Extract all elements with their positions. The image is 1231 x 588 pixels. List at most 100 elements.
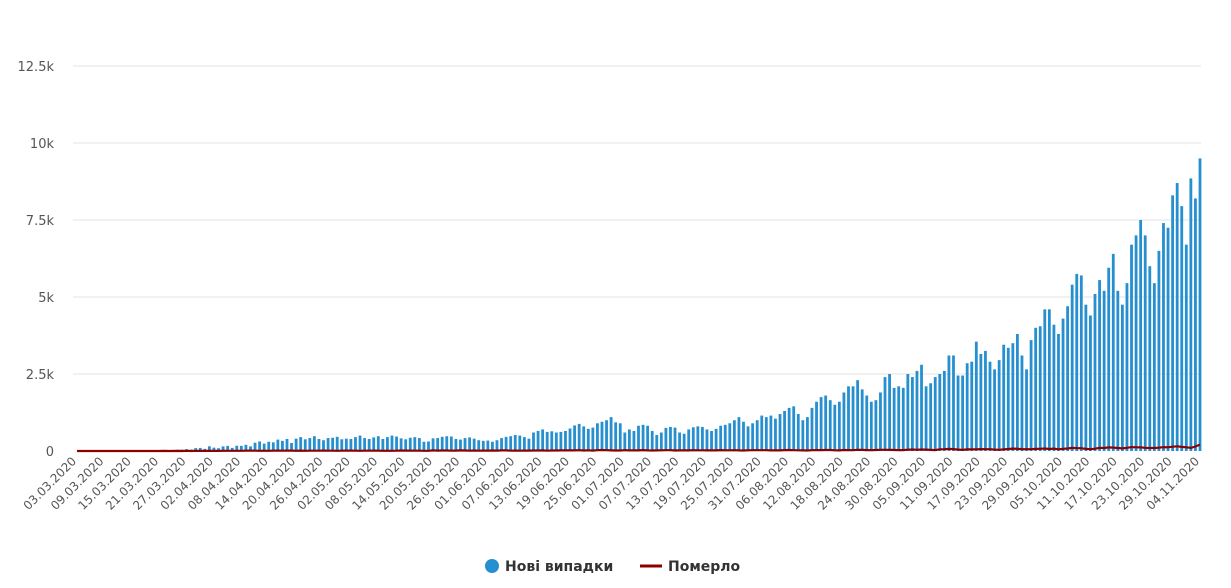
bar [618,423,622,451]
bar [1162,223,1165,451]
bar [911,377,914,451]
legend-item-new-cases[interactable]: Нові випадки [485,559,613,575]
bar [1038,326,1042,451]
bar [281,440,284,451]
bar [655,434,659,451]
bar [1125,283,1129,451]
y-tick-label: 12.5k [18,60,55,75]
bar [609,417,613,451]
bar [554,432,558,451]
bar [577,423,581,451]
bar [1043,309,1047,451]
bar [1198,158,1202,451]
bar [582,426,586,451]
bar [381,438,385,451]
bar [545,431,549,451]
bar [1194,198,1197,451]
bar [942,370,946,451]
bar [1020,355,1024,451]
bar [253,442,257,451]
bar [860,389,864,451]
bar [472,438,476,451]
bar [372,437,376,451]
bar [901,387,905,451]
bar [285,438,289,451]
legend-item-deaths[interactable]: Померло [640,559,741,575]
bar [267,441,271,451]
bar [445,436,449,451]
bar [404,439,408,451]
bar [970,361,974,451]
bar [746,426,750,451]
bar [290,442,293,451]
bar [988,361,992,451]
bar [440,436,444,451]
bar [1152,283,1156,451]
bar [792,406,796,451]
bar [468,437,471,451]
bar [892,387,896,451]
bar [623,432,627,451]
bar [258,441,262,451]
bar [1025,369,1028,451]
bar [1120,304,1124,451]
bar [249,446,252,451]
bar [847,386,850,451]
bar [449,436,453,451]
bar [573,425,576,451]
bar [559,431,563,451]
bar [659,432,663,451]
bar [1134,235,1138,451]
bar [1089,315,1092,451]
bar [737,417,741,451]
bar [299,437,303,451]
bar [833,404,837,451]
bar [806,417,809,451]
bar [691,427,695,451]
bar [710,430,713,451]
y-tick-label: 0 [46,445,54,460]
bar [1157,250,1161,451]
bar [714,428,718,451]
bar [1189,178,1193,452]
bar [1006,347,1010,451]
bar [974,341,978,451]
bar [637,425,640,451]
bar [527,438,531,451]
bar [605,420,608,451]
bar [1184,244,1188,451]
bar [984,350,987,451]
bar [1066,306,1070,451]
legend-label: Нові випадки [505,559,613,575]
bar [326,438,330,451]
bar [217,448,220,451]
bar [427,441,430,451]
bar [454,438,458,451]
bar [1034,327,1038,451]
bar [513,434,517,451]
bar [933,377,937,451]
bar [463,438,467,451]
y-tick-label: 7.5k [26,214,55,229]
bar [1166,227,1170,451]
bar [1148,266,1152,451]
bar [363,438,366,451]
bar [518,435,522,451]
bar [755,420,759,451]
bar [308,438,312,451]
bar [650,430,654,451]
bar [408,437,412,451]
bar [837,401,841,451]
bar [221,446,225,451]
bar [993,369,996,451]
bar [390,435,394,451]
bar [1171,195,1175,451]
bar [226,445,230,451]
bar [1075,273,1079,451]
bar [815,401,818,451]
bar [376,436,380,451]
x-axis: 03.03.202009.03.202015.03.202021.03.2020… [21,454,1202,512]
bar [760,415,764,451]
bar [627,429,631,451]
bar [719,425,723,451]
